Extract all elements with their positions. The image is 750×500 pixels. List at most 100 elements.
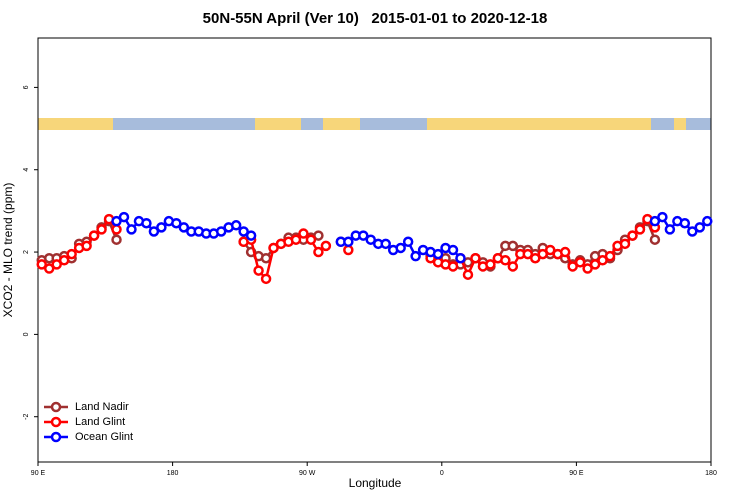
x-tick-label: 0 [440, 470, 444, 477]
y-axis-label: XCO2 - MLO trend (ppm) [1, 183, 15, 318]
data-point [141, 217, 152, 229]
data-point [410, 250, 421, 262]
data-point [36, 259, 47, 270]
data-point [66, 248, 77, 260]
data-point [559, 246, 571, 258]
data-point [702, 215, 713, 227]
y-tick-label: 0 [23, 332, 30, 336]
data-point [81, 240, 92, 252]
data-point [215, 226, 227, 237]
data-point [253, 265, 264, 276]
data-point [470, 252, 481, 264]
data-point [507, 261, 519, 272]
data-point [156, 222, 167, 233]
data-point [178, 222, 190, 233]
data-point [574, 257, 586, 268]
data-point [343, 244, 354, 256]
data-point [313, 230, 324, 241]
data-point [537, 248, 548, 260]
data-point [649, 215, 661, 227]
data-point [687, 226, 698, 237]
x-tick-label: 180 [167, 470, 179, 477]
data-point [260, 273, 272, 285]
data-point [530, 252, 541, 264]
data-point [358, 230, 369, 241]
data-point [260, 252, 272, 264]
plot-frame [37, 37, 712, 463]
x-tick-label: 90 W [299, 470, 316, 477]
data-point [111, 215, 122, 227]
data-point [88, 230, 100, 241]
data-point [51, 259, 62, 270]
ocean [301, 118, 323, 130]
data-point [43, 263, 55, 274]
land-ocean-strip [38, 118, 711, 130]
data-point [245, 230, 257, 241]
x-tick-label: 180 [705, 470, 717, 477]
data-point [657, 211, 668, 223]
x-tick-label: 90 E [569, 470, 584, 477]
data-point [664, 224, 676, 235]
land [38, 118, 113, 130]
land [255, 118, 301, 130]
data-point [447, 244, 459, 256]
data-point [111, 234, 122, 245]
data-point [455, 252, 466, 264]
legend-marker [50, 431, 62, 443]
data-point [597, 255, 608, 266]
x-axis-label: Longitude [349, 476, 402, 490]
land [674, 118, 686, 130]
data-point [679, 217, 691, 229]
data-point [230, 220, 242, 231]
y-tick-label: -2 [23, 414, 30, 420]
y-tick-label: 2 [23, 250, 30, 254]
data-point [96, 224, 107, 235]
data-point [402, 236, 414, 248]
data-point [447, 261, 459, 272]
data-point [619, 238, 631, 250]
data-point [485, 259, 496, 270]
data-point [589, 259, 601, 270]
y-tick-label: 4 [23, 168, 30, 172]
legend-label: Land Glint [75, 416, 125, 428]
data-point [171, 217, 182, 229]
series [36, 213, 661, 285]
data-point [305, 234, 317, 245]
data-point [290, 234, 302, 245]
data-point [462, 269, 474, 280]
land [323, 118, 360, 130]
legend-label: Land Nadir [75, 401, 129, 413]
data-point [544, 244, 556, 256]
legend-label: Ocean Glint [75, 431, 133, 443]
data-point [365, 234, 377, 245]
legend-marker [50, 416, 62, 428]
data-point [627, 230, 638, 241]
data-point [522, 248, 534, 260]
data-point [507, 240, 519, 252]
data-point [634, 224, 646, 235]
data-point [320, 240, 332, 252]
data-point [462, 257, 474, 268]
data-point [111, 224, 122, 235]
data-point [380, 238, 391, 250]
data-point [268, 242, 279, 254]
data-point [298, 228, 309, 239]
data-point [313, 246, 324, 258]
data-point [118, 211, 130, 223]
ocean [651, 118, 674, 130]
data-point [58, 255, 70, 266]
data-point [126, 224, 137, 235]
data-point [567, 261, 578, 272]
land [427, 118, 651, 130]
series [111, 211, 713, 264]
data-point [500, 255, 511, 266]
ocean [360, 118, 427, 130]
data-point [649, 234, 661, 245]
x-tick-label: 90 E [31, 470, 46, 477]
data-point [343, 236, 354, 248]
legend-marker [50, 401, 62, 413]
data-point [395, 242, 406, 254]
data-point [238, 226, 249, 237]
